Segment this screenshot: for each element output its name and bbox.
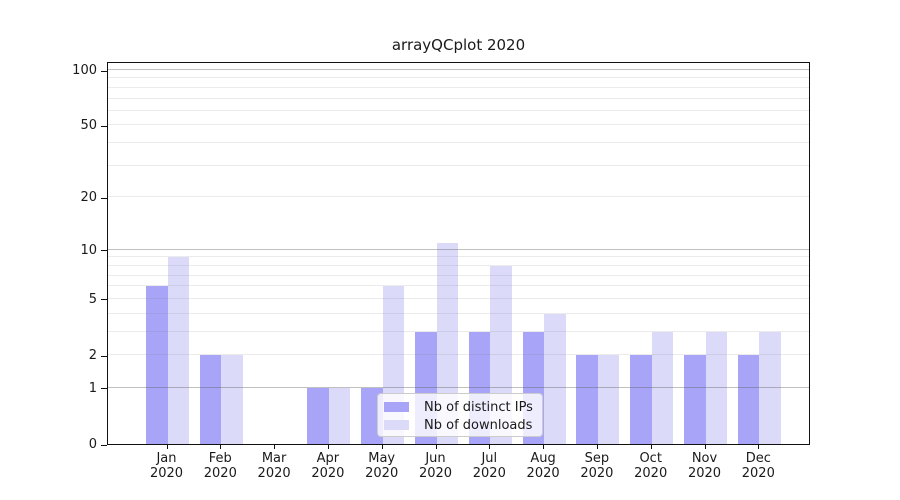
gridline-70 bbox=[108, 97, 809, 99]
y-tick-label-2: 2 bbox=[88, 348, 97, 363]
gridline-50 bbox=[108, 124, 809, 126]
gridline-3 bbox=[108, 330, 809, 332]
x-tick-mark bbox=[220, 445, 222, 449]
legend-item-downloads: Nb of downloads bbox=[384, 416, 542, 434]
y-tick-label-0: 0 bbox=[88, 437, 97, 452]
gridline-10 bbox=[108, 248, 809, 250]
bar-oct-series1 bbox=[651, 331, 674, 444]
x-tick-mark bbox=[489, 445, 491, 449]
gridline-7 bbox=[108, 274, 809, 276]
y-tick-label-1: 1 bbox=[88, 380, 97, 396]
x-tick-mark bbox=[435, 445, 437, 449]
y-tick-mark bbox=[101, 197, 107, 199]
gridline-80 bbox=[108, 86, 809, 88]
x-tick-label-jul: Jul 2020 bbox=[472, 451, 506, 481]
y-tick-mark bbox=[101, 444, 107, 446]
gridline-4 bbox=[108, 312, 809, 314]
y-tick-mark bbox=[101, 125, 107, 127]
gridline-30 bbox=[108, 164, 809, 166]
x-tick-mark bbox=[381, 445, 383, 449]
gridline-100 bbox=[108, 69, 809, 70]
bar-aug-series1 bbox=[544, 313, 566, 444]
x-tick-label-sep: Sep 2020 bbox=[580, 451, 614, 481]
x-tick-label-may: May 2020 bbox=[365, 451, 399, 481]
x-tick-label-dec: Dec 2020 bbox=[741, 451, 775, 481]
x-tick-mark bbox=[704, 445, 706, 449]
y-tick-label-5: 5 bbox=[88, 291, 97, 307]
legend-label-distinct-ips: Nb of distinct IPs bbox=[424, 399, 533, 415]
bar-feb-series1 bbox=[221, 355, 243, 444]
y-tick-mark bbox=[101, 355, 107, 357]
x-tick-mark bbox=[758, 445, 760, 449]
bar-apr-series1 bbox=[328, 387, 351, 444]
chart-title: arrayQCplot 2020 bbox=[391, 36, 526, 54]
legend-swatch-distinct-ips bbox=[384, 402, 409, 412]
gridline-20 bbox=[108, 196, 809, 198]
y-tick-label-20: 20 bbox=[80, 190, 97, 206]
x-tick-mark bbox=[274, 445, 276, 449]
y-tick-label-50: 50 bbox=[80, 118, 97, 134]
x-tick-label-aug: Aug 2020 bbox=[526, 451, 560, 481]
x-tick-mark bbox=[166, 445, 168, 449]
bar-feb-series0 bbox=[199, 355, 222, 444]
legend: Nb of distinct IPs Nb of downloads bbox=[377, 393, 543, 437]
x-tick-label-jan: Jan 2020 bbox=[149, 451, 184, 481]
plot-area bbox=[107, 62, 810, 445]
x-tick-mark bbox=[327, 445, 329, 449]
gridline-6 bbox=[108, 285, 809, 287]
bar-jan-series0 bbox=[146, 286, 168, 444]
gridline-8 bbox=[108, 264, 809, 266]
x-tick-label-jun: Jun 2020 bbox=[418, 451, 453, 481]
bar-apr-series0 bbox=[307, 387, 329, 444]
x-tick-mark bbox=[543, 445, 545, 449]
y-tick-mark bbox=[101, 299, 107, 301]
x-tick-label-oct: Oct 2020 bbox=[634, 451, 668, 481]
x-tick-mark bbox=[650, 445, 652, 449]
bar-sep-series1 bbox=[597, 355, 620, 444]
gridline-9 bbox=[108, 256, 809, 258]
grid-layer bbox=[108, 63, 809, 444]
bar-nov-series0 bbox=[684, 355, 706, 444]
bar-sep-series0 bbox=[576, 355, 598, 444]
bar-dec-series1 bbox=[759, 331, 781, 444]
bar-nov-series1 bbox=[705, 331, 727, 444]
gridline-60 bbox=[108, 109, 809, 111]
x-tick-label-mar: Mar 2020 bbox=[257, 451, 291, 481]
x-tick-label-feb: Feb 2020 bbox=[203, 451, 237, 481]
bar-oct-series0 bbox=[630, 355, 652, 444]
gridline-2 bbox=[108, 354, 809, 355]
y-tick-mark bbox=[101, 250, 107, 252]
y-tick-label-10: 10 bbox=[80, 242, 97, 258]
bar-dec-series0 bbox=[737, 355, 760, 444]
gridline-5 bbox=[108, 297, 809, 299]
gridline-40 bbox=[108, 142, 809, 144]
y-tick-mark bbox=[101, 70, 107, 72]
y-tick-mark bbox=[101, 388, 107, 390]
x-tick-label-nov: Nov 2020 bbox=[687, 451, 722, 481]
x-tick-label-apr: Apr 2020 bbox=[311, 451, 345, 481]
x-tick-mark bbox=[596, 445, 598, 449]
y-tick-label-100: 100 bbox=[72, 63, 97, 78]
legend-item-distinct-ips: Nb of distinct IPs bbox=[384, 398, 542, 416]
legend-label-downloads: Nb of downloads bbox=[424, 417, 533, 433]
legend-swatch-downloads bbox=[384, 420, 409, 430]
gridline-1 bbox=[108, 386, 809, 388]
bar-jan-series1 bbox=[167, 257, 189, 444]
gridline-90 bbox=[108, 77, 809, 79]
